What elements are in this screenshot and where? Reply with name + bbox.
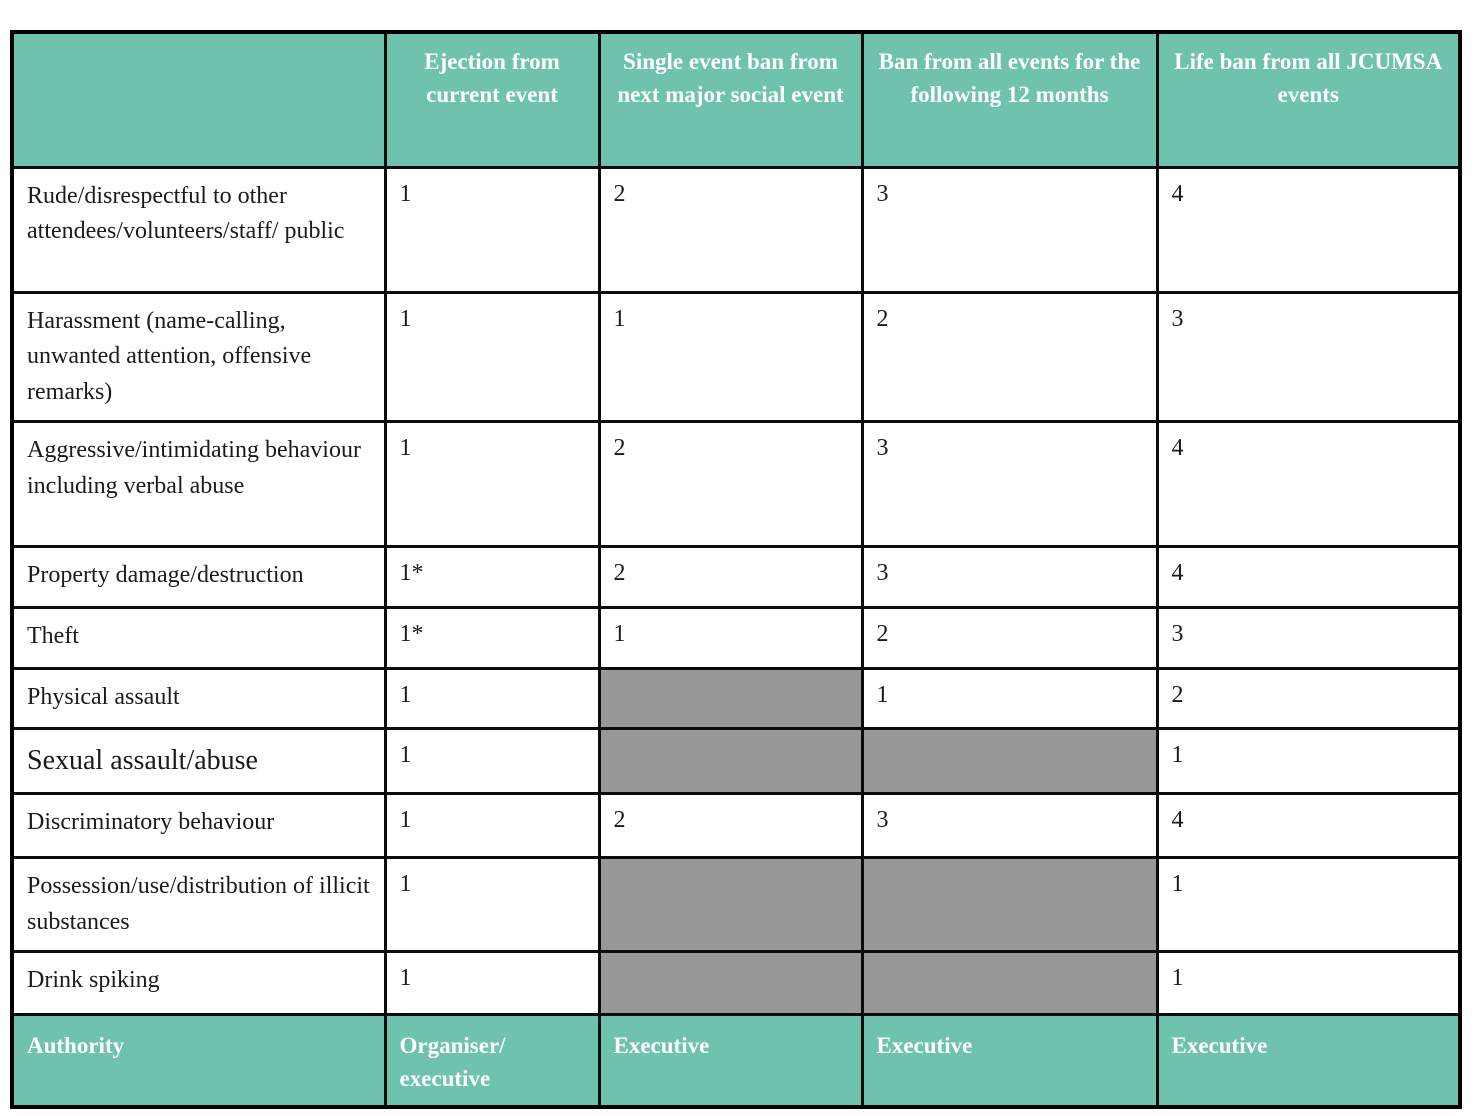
value-cell: 3 [860,420,1159,549]
value-cell: 1 [383,950,601,1017]
value-cell: 4 [1155,420,1462,549]
value-cell: 1 [383,727,601,796]
authority-value-cell: Executive [597,1013,864,1109]
blocked-cell [597,856,864,954]
value-cell: 3 [1155,606,1462,671]
value-cell: 3 [860,545,1159,610]
value-cell: 3 [1155,290,1462,424]
value-cell: 4 [1155,792,1462,860]
table-row: Sexual assault/abuse 1 1 [10,727,1462,796]
table-body: Rude/disrespectful to other attendees/vo… [10,165,1462,1017]
table-row: Rude/disrespectful to other attendees/vo… [10,165,1462,294]
row-label: Theft [10,606,387,671]
table-header: Ejection from current event Single event… [10,30,1462,169]
row-label: Harassment (name-calling, unwanted atten… [10,290,387,424]
header-row: Ejection from current event Single event… [10,30,1462,169]
value-cell: 2 [597,165,864,294]
blocked-cell [860,727,1159,796]
value-cell: 2 [860,606,1159,671]
blocked-cell [597,727,864,796]
value-cell: 1 [383,165,601,294]
row-label: Possession/use/distribution of illicit s… [10,856,387,954]
table-footer: Authority Organiser/ executive Executive… [10,1013,1462,1109]
value-cell: 1 [1155,950,1462,1017]
table-row: Physical assault 1 1 2 [10,667,1462,731]
table-row: Discriminatory behaviour 1 2 3 4 [10,792,1462,860]
table-row: Possession/use/distribution of illicit s… [10,856,1462,954]
table-row: Property damage/destruction 1* 2 3 4 [10,545,1462,610]
row-label: Property damage/destruction [10,545,387,610]
value-cell: 1 [1155,856,1462,954]
authority-value-cell: Executive [1155,1013,1462,1109]
value-cell: 2 [597,545,864,610]
authority-value-cell: Executive [860,1013,1159,1109]
header-cell-single-event-ban: Single event ban from next major social … [597,30,864,169]
value-cell: 1 [1155,727,1462,796]
blocked-cell [597,667,864,731]
value-cell: 1 [383,420,601,549]
row-label: Drink spiking [10,950,387,1017]
blocked-cell [597,950,864,1017]
value-cell: 4 [1155,165,1462,294]
value-cell: 2 [1155,667,1462,731]
value-cell: 1 [860,667,1159,731]
row-label: Physical assault [10,667,387,731]
value-cell: 1* [383,545,601,610]
authority-label: Authority [10,1013,387,1109]
table-row: Aggressive/intimidating behaviour includ… [10,420,1462,549]
footer-row: Authority Organiser/ executive Executive… [10,1013,1462,1109]
value-cell: 2 [597,792,864,860]
table-row: Theft 1* 1 2 3 [10,606,1462,671]
table-row: Harassment (name-calling, unwanted atten… [10,290,1462,424]
value-cell: 2 [597,420,864,549]
authority-value-cell: Organiser/ executive [383,1013,601,1109]
value-cell: 4 [1155,545,1462,610]
value-cell: 3 [860,792,1159,860]
blocked-cell [860,950,1159,1017]
row-label: Sexual assault/abuse [10,727,387,796]
value-cell: 1* [383,606,601,671]
blocked-cell [860,856,1159,954]
value-cell: 1 [383,667,601,731]
row-label: Discriminatory behaviour [10,792,387,860]
value-cell: 1 [383,856,601,954]
header-cell-12-month-ban: Ban from all events for the following 12… [860,30,1159,169]
header-cell-life-ban: Life ban from all JCUMSA events [1155,30,1462,169]
value-cell: 1 [597,606,864,671]
value-cell: 1 [383,290,601,424]
value-cell: 1 [383,792,601,860]
sanctions-table: Ejection from current event Single event… [10,30,1462,1110]
table-row: Drink spiking 1 1 [10,950,1462,1017]
header-cell-offence [10,30,387,169]
value-cell: 1 [597,290,864,424]
row-label: Aggressive/intimidating behaviour includ… [10,420,387,549]
row-label: Rude/disrespectful to other attendees/vo… [10,165,387,294]
value-cell: 2 [860,290,1159,424]
header-cell-ejection: Ejection from current event [383,30,601,169]
value-cell: 3 [860,165,1159,294]
